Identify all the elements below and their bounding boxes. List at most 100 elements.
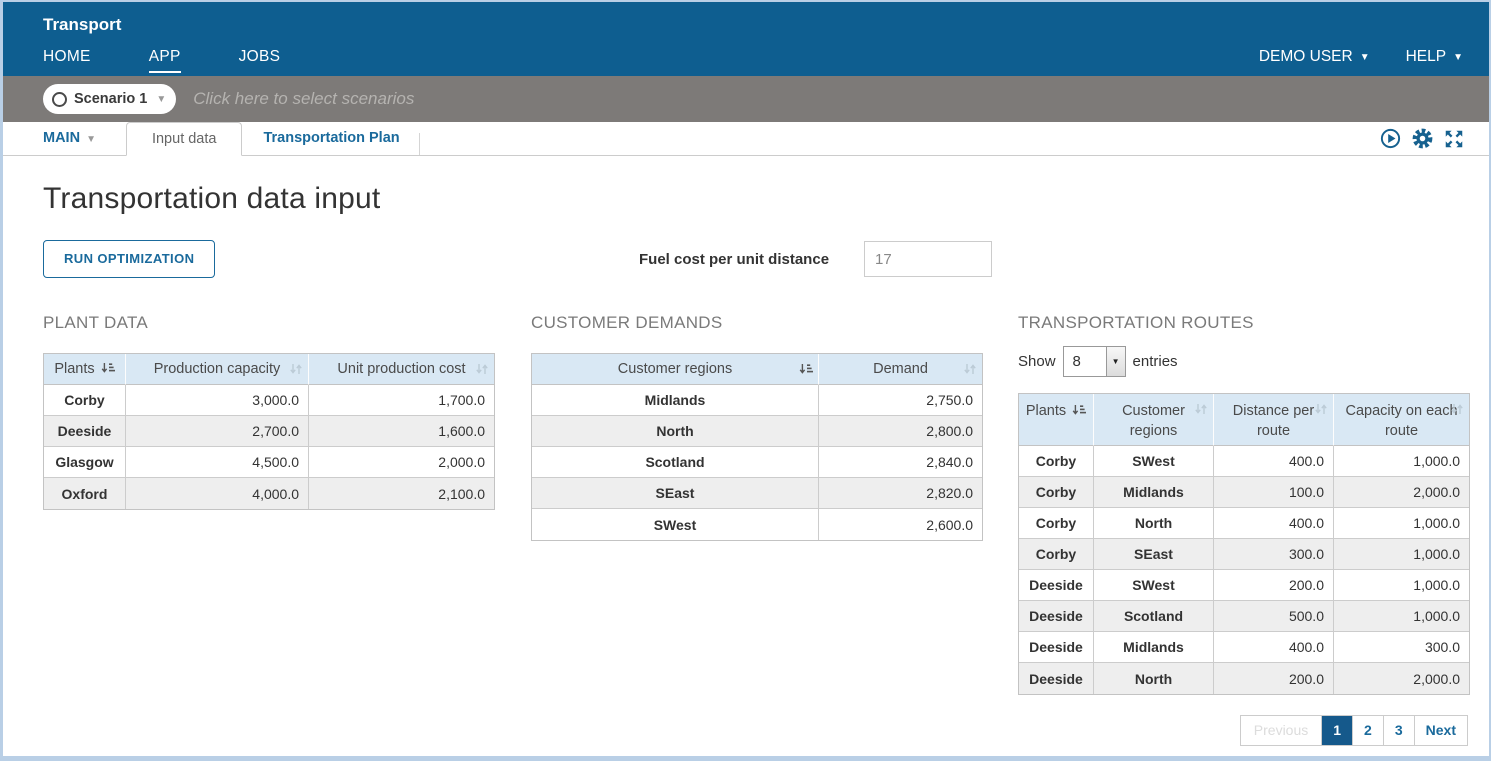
table-cell: 1,600.0 — [309, 416, 494, 447]
scenario-name: Scenario 1 — [74, 91, 148, 107]
main-content: Transportation data input RUN OPTIMIZATI… — [3, 156, 1489, 756]
table-row: Deeside Midlands 400.0 300.0 — [1019, 632, 1469, 663]
table-cell: 1,000.0 — [1334, 508, 1469, 539]
entries-label: entries — [1132, 353, 1178, 370]
table-row: Scotland 2,840.0 — [532, 447, 982, 478]
table-cell: 2,000.0 — [309, 447, 494, 478]
table-cell: 400.0 — [1214, 632, 1334, 663]
table-cell: 2,750.0 — [819, 385, 982, 416]
plant-data-title: PLANT DATA — [43, 313, 149, 332]
column-label: Plants — [1025, 403, 1067, 419]
sort-both-icon — [964, 364, 976, 374]
transportation-routes-body: Corby SWest 400.0 1,000.0 Corby Midlands 100.0… — [1019, 446, 1469, 694]
table-row: Deeside 2,700.0 1,600.0 — [44, 416, 494, 447]
pagination-page-1[interactable]: 1 — [1321, 716, 1353, 745]
view-toolbar — [1379, 127, 1465, 150]
col-capacity-each-route-header[interactable]: Capacity on each route — [1334, 394, 1469, 446]
col-unit-production-cost-header[interactable]: Unit production cost — [309, 354, 494, 385]
sort-both-icon — [290, 364, 302, 374]
user-menu-label: DEMO USER — [1258, 48, 1353, 65]
transportation-routes-title: TRANSPORTATION ROUTES — [1018, 313, 1254, 332]
table-cell: Oxford — [44, 478, 126, 509]
table-cell: Deeside — [1019, 632, 1094, 663]
sort-both-icon — [1315, 404, 1327, 414]
column-label: Distance per route — [1232, 403, 1315, 439]
col-customer-regions-header[interactable]: Customer regions — [532, 354, 819, 385]
table-header-row: Customer regions Demand — [532, 354, 982, 385]
table-cell: SWest — [532, 509, 819, 540]
select-dropdown-icon: ▼ — [1105, 347, 1125, 376]
table-row: SWest 2,600.0 — [532, 509, 982, 540]
nav-item-app[interactable]: APP — [148, 48, 181, 73]
transportation-routes-section: TRANSPORTATION ROUTES Show 8 ▼ entries P… — [1018, 313, 1470, 746]
table-cell: SWest — [1094, 570, 1214, 601]
table-cell: Corby — [1019, 446, 1094, 477]
pagination-previous[interactable]: Previous — [1253, 722, 1309, 738]
table-cell: 100.0 — [1214, 477, 1334, 508]
run-optimization-button[interactable]: RUN OPTIMIZATION — [43, 240, 216, 278]
page-size-select[interactable]: 8 ▼ — [1062, 346, 1126, 377]
table-cell: 4,000.0 — [126, 478, 309, 509]
fuel-cost-input[interactable] — [864, 241, 993, 277]
customer-demands-table: Customer regions Demand Midlands 2,750.0 N… — [531, 353, 983, 541]
chevron-down-icon: ▼ — [1359, 52, 1370, 63]
plant-data-body: Corby 3,000.0 1,700.0 Deeside 2,700.0 1,600.0… — [44, 385, 494, 509]
table-cell: North — [1094, 663, 1214, 694]
scenario-selector[interactable]: Scenario 1 ▼ — [43, 84, 177, 114]
scenario-bar: Scenario 1 ▼ Click here to select scenar… — [3, 76, 1489, 122]
sort-both-icon — [1195, 404, 1207, 414]
col-distance-per-route-header[interactable]: Distance per route — [1214, 394, 1334, 446]
settings-gear-icon[interactable] — [1411, 127, 1434, 150]
col-production-capacity-header[interactable]: Production capacity — [126, 354, 309, 385]
table-cell: 300.0 — [1214, 539, 1334, 570]
col-plants-header[interactable]: Plants — [44, 354, 126, 385]
pagination-page-2[interactable]: 2 — [1352, 716, 1383, 745]
tab-input-data[interactable]: Input data — [125, 122, 243, 156]
table-row: Oxford 4,000.0 2,100.0 — [44, 478, 494, 509]
table-row: Corby SWest 400.0 1,000.0 — [1019, 446, 1469, 477]
chevron-down-icon: ▼ — [156, 93, 167, 105]
table-cell: 2,800.0 — [819, 416, 982, 447]
col-demand-header[interactable]: Demand — [819, 354, 982, 385]
pagination-row: Previous 1 2 3 Next — [1018, 715, 1468, 746]
table-cell: 300.0 — [1334, 632, 1469, 663]
col-customer-regions-header[interactable]: Customer regions — [1094, 394, 1214, 446]
pagination-next[interactable]: Next — [1413, 716, 1467, 745]
column-label: Unit production cost — [337, 361, 466, 377]
table-cell: 2,100.0 — [438, 485, 485, 502]
table-row: Deeside SWest 200.0 1,000.0 — [1019, 570, 1469, 601]
table-cell: Deeside — [1019, 601, 1094, 632]
table-cell: Corby — [1019, 539, 1094, 570]
table-cell: 2,840.0 — [819, 447, 982, 478]
pagination: Previous 1 2 3 Next — [1239, 715, 1468, 746]
chevron-down-icon: ▼ — [86, 134, 96, 145]
fullscreen-expand-icon[interactable] — [1443, 128, 1465, 150]
nav-item-home[interactable]: HOME — [43, 48, 91, 65]
scenario-shelf-placeholder[interactable]: Click here to select scenarios — [193, 89, 415, 108]
plant-data-section: PLANT DATA Plants Production capacity Un… — [43, 313, 495, 510]
help-menu[interactable]: HELP ▼ — [1406, 48, 1463, 66]
table-header-row: Plants Customer regions Distance per rou… — [1019, 394, 1469, 446]
user-menu[interactable]: DEMO USER ▼ — [1259, 48, 1370, 66]
scenario-status-icon — [52, 91, 67, 107]
primary-nav: HOME APP JOBS — [43, 48, 280, 73]
table-cell: 2,820.0 — [819, 478, 982, 509]
table-row: Corby Midlands 100.0 2,000.0 — [1019, 477, 1469, 508]
customer-demands-title: CUSTOMER DEMANDS — [531, 313, 723, 332]
run-model-icon[interactable] — [1379, 127, 1402, 150]
table-cell: Midlands — [532, 385, 819, 416]
table-cell: 4,500.0 — [126, 447, 309, 478]
nav-item-jobs[interactable]: JOBS — [238, 48, 281, 65]
pagination-page-3[interactable]: 3 — [1382, 716, 1414, 745]
tab-separator — [418, 133, 420, 155]
col-plants-header[interactable]: Plants — [1019, 394, 1094, 446]
table-row: Deeside Scotland 500.0 1,000.0 — [1019, 601, 1469, 632]
main-menu-dropdown[interactable]: MAIN ▼ — [43, 130, 96, 146]
table-row: Glasgow 4,500.0 2,000.0 — [44, 447, 494, 478]
table-row: Corby SEast 300.0 1,000.0 — [1019, 539, 1469, 570]
table-cell: 1,000.0 — [1334, 446, 1469, 477]
table-cell: 2,000.0 — [1334, 477, 1469, 508]
sort-ascending-icon — [1072, 405, 1087, 415]
tab-transportation-plan[interactable]: Transportation Plan — [263, 130, 400, 146]
table-cell: Corby — [44, 385, 126, 416]
